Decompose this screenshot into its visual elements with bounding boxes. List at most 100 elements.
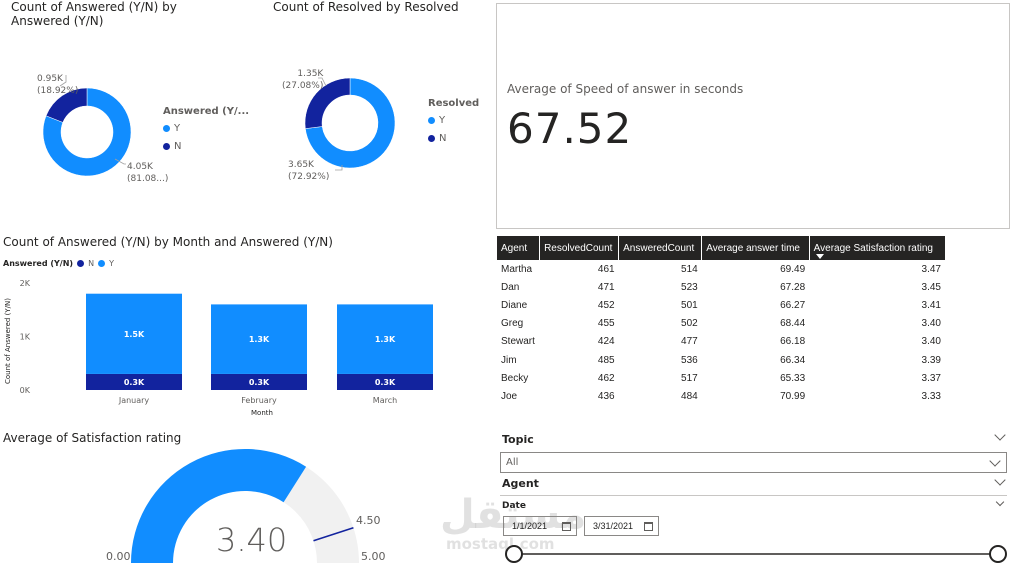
bar-data-label: 1.3K bbox=[249, 335, 270, 344]
resolved-slice-n[interactable] bbox=[304, 77, 351, 129]
gauge-title: Average of Satisfaction rating bbox=[3, 431, 182, 445]
answered-donut-chart[interactable] bbox=[0, 60, 250, 200]
table-cell: 3.41 bbox=[921, 299, 941, 311]
answered-legend-n[interactable]: N bbox=[163, 141, 249, 152]
gauge-max-label: 5.00 bbox=[361, 550, 386, 563]
satisfaction-gauge[interactable] bbox=[90, 445, 400, 566]
table-row[interactable]: Becky 462 517 65.33 3.37 bbox=[497, 369, 945, 387]
bar-march-n[interactable] bbox=[337, 373, 433, 390]
answered-donut-slices[interactable] bbox=[42, 87, 132, 177]
answered-slice-n[interactable] bbox=[45, 87, 88, 123]
date-range-start-handle[interactable] bbox=[505, 545, 523, 563]
table-row[interactable]: Greg 455 502 68.44 3.40 bbox=[497, 315, 945, 333]
bar-legend-title: Answered (Y/N) bbox=[3, 259, 74, 268]
table-row[interactable]: Jim 485 536 66.34 3.39 bbox=[497, 351, 945, 369]
answered-n-percent: (18.92%) bbox=[37, 86, 79, 96]
bar-january-y[interactable] bbox=[86, 293, 182, 374]
calendar-icon[interactable] bbox=[562, 522, 571, 531]
resolved-slice-y[interactable] bbox=[305, 77, 396, 169]
resolved-donut-chart[interactable] bbox=[250, 60, 500, 200]
table-cell: Martha bbox=[501, 263, 533, 275]
resolved-legend-n[interactable]: N bbox=[428, 133, 479, 144]
table-cell: 67.28 bbox=[780, 281, 806, 293]
table-row[interactable]: Martha 461 514 69.49 3.47 bbox=[497, 260, 945, 278]
kpi-value: 67.52 bbox=[507, 104, 633, 153]
bar-february-y[interactable] bbox=[211, 304, 307, 374]
gauge-value-arc[interactable] bbox=[131, 449, 307, 563]
table-cell: 502 bbox=[681, 318, 698, 330]
date-slicer-label: Date bbox=[502, 501, 526, 511]
answered-n-data-label: 0.95K (18.92%) bbox=[37, 73, 78, 97]
table-row[interactable]: Stewart 424 477 66.18 3.40 bbox=[497, 333, 945, 351]
resolved-n-percent: (27.08%) bbox=[282, 81, 324, 91]
legend-dot-icon bbox=[77, 260, 85, 267]
date-range-end-handle[interactable] bbox=[989, 545, 1007, 563]
resolved-donut-slices[interactable] bbox=[304, 77, 396, 169]
agent-table[interactable]: Agent ResolvedCount AnsweredCount Average a… bbox=[497, 236, 945, 406]
answered-n-value: 0.95K bbox=[37, 74, 63, 84]
speed-of-answer-card[interactable]: Average of Speed of answer in seconds 67… bbox=[496, 3, 1010, 229]
table-cell: 523 bbox=[681, 281, 698, 293]
topic-dropdown[interactable]: All bbox=[500, 452, 1007, 473]
bar-marks[interactable]: 0.3K 1.5K 0.3K 1.3K 0.3K 1.3K bbox=[86, 293, 433, 390]
bar-data-label: 0.3K bbox=[124, 378, 145, 387]
agent-slicer-label: Agent bbox=[502, 477, 539, 490]
table-header-cell[interactable]: Average answer time bbox=[701, 236, 810, 260]
bar-category-label: March bbox=[373, 396, 397, 405]
table-cell: 66.27 bbox=[780, 299, 806, 311]
bar-january-n[interactable] bbox=[86, 373, 182, 390]
legend-dot-icon bbox=[163, 143, 170, 150]
answered-donut-title-line1: Count of Answered (Y/N) by bbox=[11, 0, 177, 14]
table-row[interactable]: Diane 452 501 66.27 3.41 bbox=[497, 296, 945, 314]
bar-february-n[interactable] bbox=[211, 373, 307, 390]
table-cell: 65.33 bbox=[780, 372, 806, 384]
bar-legend-y[interactable]: Y bbox=[109, 259, 114, 268]
table-cell: 455 bbox=[597, 318, 615, 330]
table-cell: 461 bbox=[597, 263, 615, 275]
resolved-donut-legend: Resolved Y N bbox=[428, 98, 479, 144]
table-header-cell[interactable]: Agent bbox=[497, 236, 540, 260]
resolved-y-value: 3.65K bbox=[288, 160, 314, 170]
answered-y-percent: (81.08...) bbox=[127, 174, 169, 184]
bar-legend-n[interactable]: N bbox=[88, 259, 95, 268]
table-cell: Dan bbox=[501, 281, 520, 293]
resolved-legend-y[interactable]: Y bbox=[428, 115, 479, 126]
table-cell: 452 bbox=[597, 299, 615, 311]
date-chevron-down-icon[interactable] bbox=[995, 497, 1005, 507]
legend-dot-icon bbox=[428, 135, 435, 142]
answered-n-leader bbox=[59, 75, 67, 87]
table-cell: 3.40 bbox=[921, 318, 941, 330]
bar-y-axis-label: Count of Answered (Y/N) bbox=[4, 298, 12, 384]
bar-data-label: 0.3K bbox=[249, 378, 270, 387]
bar-march-y[interactable] bbox=[337, 304, 433, 374]
table-header-row: Agent ResolvedCount AnsweredCount Average a… bbox=[497, 236, 945, 260]
agent-divider bbox=[500, 495, 1007, 496]
table-header-cell[interactable]: ResolvedCount bbox=[539, 236, 619, 260]
topic-chevron-down-icon[interactable] bbox=[994, 429, 1006, 441]
table-cell: 3.45 bbox=[921, 281, 941, 293]
table-cell: Stewart bbox=[501, 336, 535, 348]
table-body: Martha 461 514 69.49 3.47 Dan 471 523 67.28 3.45 D… bbox=[497, 260, 945, 406]
table-row[interactable]: Dan 471 523 67.28 3.45 bbox=[497, 278, 945, 296]
date-start-input[interactable]: 1/1/2021 bbox=[503, 516, 577, 536]
calendar-icon[interactable] bbox=[644, 522, 653, 531]
sort-descending-icon[interactable] bbox=[815, 254, 824, 259]
table-cell: 477 bbox=[681, 336, 698, 348]
table-header-cell[interactable]: AnsweredCount bbox=[618, 236, 702, 260]
agent-chevron-down-icon[interactable] bbox=[994, 474, 1006, 486]
date-end-input[interactable]: 3/31/2021 bbox=[584, 516, 659, 536]
table-cell: Greg bbox=[501, 318, 524, 330]
legend-dot-icon bbox=[163, 125, 170, 132]
resolved-n-value: 1.35K bbox=[297, 69, 324, 79]
answered-donut-legend: Answered (Y/... Y N bbox=[163, 106, 249, 152]
answered-legend-y[interactable]: Y bbox=[163, 123, 249, 134]
table-cell: 68.44 bbox=[780, 318, 806, 330]
gauge-target-label: 4.50 bbox=[356, 514, 381, 527]
answered-legend-n-label: N bbox=[174, 141, 182, 152]
date-range-track[interactable] bbox=[514, 553, 998, 555]
answered-slice-y[interactable] bbox=[42, 87, 132, 177]
bar-data-label: 1.3K bbox=[375, 335, 396, 344]
table-header-cell[interactable]: Average Satisfaction rating bbox=[808, 236, 945, 260]
table-row[interactable]: Joe 436 484 70.99 3.33 bbox=[497, 387, 945, 405]
